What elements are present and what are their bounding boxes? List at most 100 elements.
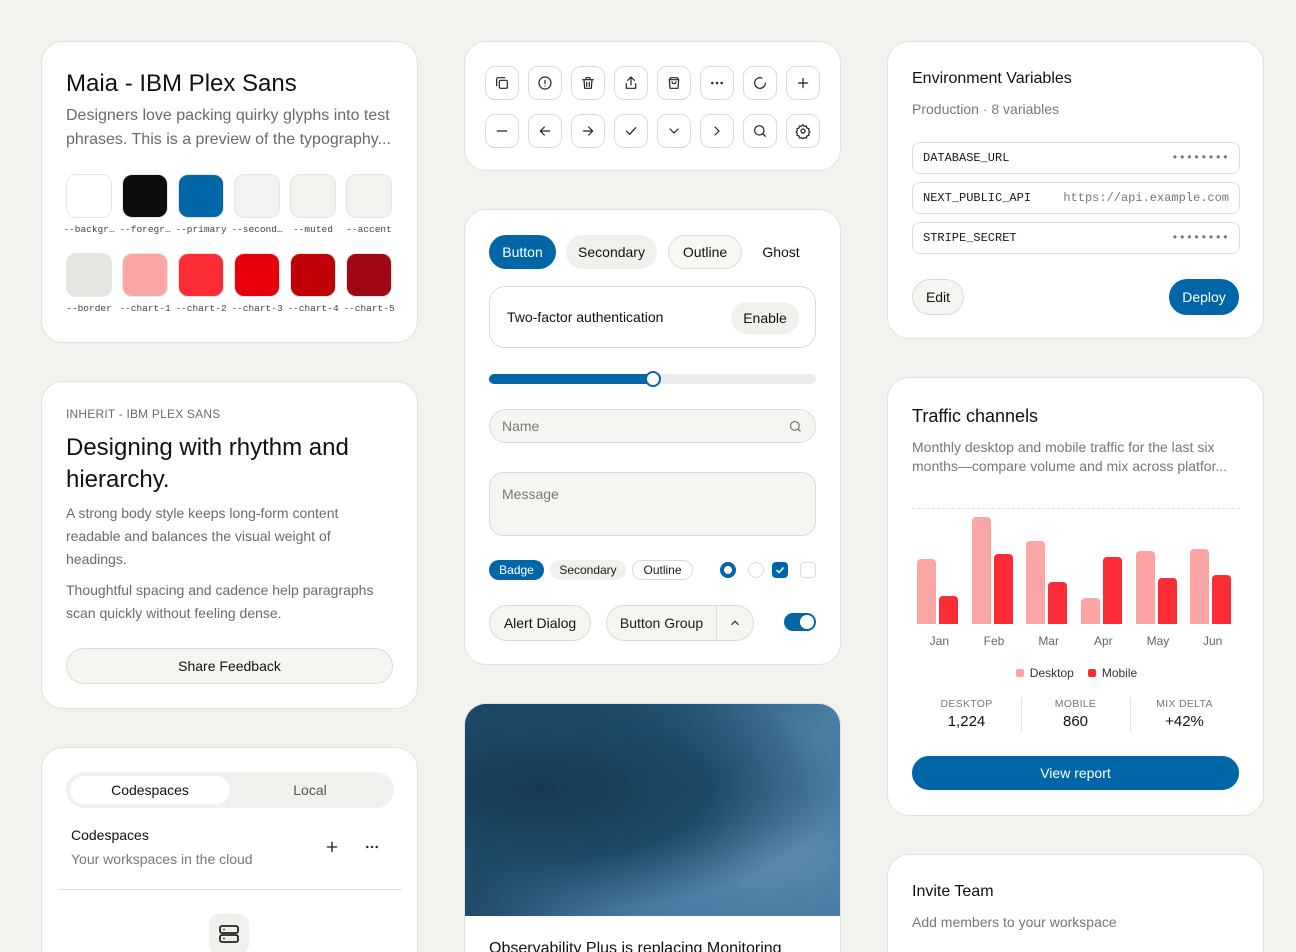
color-swatch: --chart-5 (343, 253, 395, 314)
env-row[interactable]: STRIPE_SECRET •••••••• (912, 222, 1240, 254)
swatch-label: --chart-2 (175, 303, 227, 314)
swatch-label: --second… (231, 224, 283, 235)
color-swatches-row-1: --backgr… --foregr… --primary --second… --mu… (63, 174, 398, 235)
tab-codespaces[interactable]: Codespaces (70, 776, 230, 804)
deploy-button[interactable]: Deploy (1169, 279, 1239, 315)
swatch-label: --muted (293, 224, 333, 235)
search-icon (788, 419, 803, 437)
chart-legend: Desktop Mobile (888, 666, 1263, 680)
x-axis-labels: Jan Feb Mar Apr May Jun (912, 634, 1240, 650)
icon-buttons-card (464, 41, 841, 171)
typography-description: Designers love packing quirky glyphs int… (66, 107, 391, 148)
swatch-color-box (122, 174, 168, 218)
chevron-down-icon[interactable] (657, 114, 691, 148)
minus-icon[interactable] (485, 114, 519, 148)
x-tick-label: Feb (983, 634, 1005, 648)
env-row[interactable]: DATABASE_URL •••••••• (912, 142, 1240, 174)
swatch-color-box (234, 174, 280, 218)
bar-mobile-may (1157, 578, 1177, 624)
badge-secondary: Secondary (550, 560, 626, 580)
traffic-chart (912, 508, 1240, 624)
toggle-switch[interactable] (784, 613, 816, 631)
slider-track[interactable] (489, 371, 816, 387)
chevron-right-icon[interactable] (700, 114, 734, 148)
badge-primary: Badge (489, 560, 544, 580)
swatch-color-box (178, 174, 224, 218)
x-tick-label: Mar (1038, 634, 1059, 648)
settings-icon[interactable] (786, 114, 820, 148)
legend-mobile: Mobile (1087, 666, 1137, 680)
shopping-bag-icon[interactable] (657, 66, 691, 100)
plus-icon[interactable] (324, 839, 340, 855)
more-horizontal-icon[interactable] (364, 839, 380, 855)
env-subtitle: Production · 8 variables (912, 101, 1060, 117)
workspace-subtitle: Your workspaces in the cloud (71, 851, 253, 867)
bar-desktop-may (1135, 550, 1155, 624)
check-icon[interactable] (614, 114, 648, 148)
env-title: Environment Variables (912, 70, 1072, 87)
badge-outline: Outline (632, 560, 693, 580)
stat-mix-delta: MIX DELTA +42% (1156, 698, 1213, 730)
slider-fill (489, 374, 653, 384)
share-feedback-button[interactable]: Share Feedback (66, 648, 393, 684)
message-textarea[interactable]: Message (489, 472, 816, 536)
more-horizontal-icon[interactable] (700, 66, 734, 100)
x-tick-label: Jan (929, 634, 949, 648)
name-placeholder: Name (502, 418, 540, 434)
radio-unselected[interactable] (748, 562, 764, 578)
stat-divider (1130, 698, 1131, 732)
chevron-up-icon[interactable] (717, 606, 753, 640)
swatch-label: --chart-1 (119, 303, 171, 314)
name-input[interactable]: Name (489, 409, 816, 443)
environment-variables-card: Environment Variables Production · 8 var… (887, 41, 1264, 339)
swatch-label: --chart-4 (287, 303, 339, 314)
server-icon (209, 914, 249, 952)
swatch-color-box (66, 253, 112, 297)
radio-selected[interactable] (720, 562, 736, 578)
swatch-color-box (234, 253, 280, 297)
outline-button[interactable]: Outline (668, 235, 742, 269)
env-row[interactable]: NEXT_PUBLIC_API https://api.example.com (912, 182, 1240, 214)
trash-icon[interactable] (571, 66, 605, 100)
arrow-left-icon[interactable] (528, 114, 562, 148)
search-icon[interactable] (743, 114, 777, 148)
swatch-label: --accent (346, 224, 392, 235)
loader-icon[interactable] (743, 66, 777, 100)
alert-dialog-button[interactable]: Alert Dialog (489, 605, 591, 641)
primary-button[interactable]: Button (489, 235, 556, 269)
checkbox-checked[interactable] (772, 562, 788, 578)
bar-desktop-jan (917, 558, 936, 624)
slider-thumb[interactable] (644, 371, 661, 387)
button-group-main[interactable]: Button Group (607, 606, 717, 640)
bar-mobile-jun (1212, 574, 1232, 624)
swatch-label: --primary (175, 224, 227, 235)
tab-local[interactable]: Local (293, 782, 327, 798)
ghost-button[interactable]: Ghost (762, 244, 800, 260)
arrow-right-icon[interactable] (571, 114, 605, 148)
secondary-button[interactable]: Secondary (566, 235, 657, 269)
swatch-color-box (178, 253, 224, 297)
color-swatch: --primary (175, 174, 227, 235)
swatch-label: --foregr… (119, 224, 171, 235)
copy-icon[interactable] (485, 66, 519, 100)
divider (58, 889, 402, 890)
checkbox-unchecked[interactable] (800, 562, 816, 578)
typography-card: Maia - IBM Plex Sans Designers love pack… (41, 41, 418, 343)
invite-team-card: Invite Team Add members to your workspac… (887, 854, 1264, 952)
stat-divider (1021, 698, 1022, 732)
media-card: Observability Plus is replacing Monitori… (464, 703, 841, 952)
alert-circle-icon[interactable] (528, 66, 562, 100)
color-swatch: --chart-1 (119, 253, 171, 314)
bar-desktop-apr (1081, 598, 1100, 624)
color-swatch: --chart-2 (175, 253, 227, 314)
share-icon[interactable] (614, 66, 648, 100)
workspace-card: Codespaces Local Codespaces Your workspa… (41, 747, 418, 952)
edit-button[interactable]: Edit (912, 279, 964, 315)
color-swatch: --border (66, 253, 112, 314)
plus-icon[interactable] (786, 66, 820, 100)
legend-swatch-mobile (1087, 669, 1096, 677)
enable-button[interactable]: Enable (731, 302, 799, 334)
view-report-button[interactable]: View report (912, 756, 1239, 790)
message-placeholder: Message (502, 486, 559, 502)
invite-title: Invite Team (912, 883, 994, 900)
